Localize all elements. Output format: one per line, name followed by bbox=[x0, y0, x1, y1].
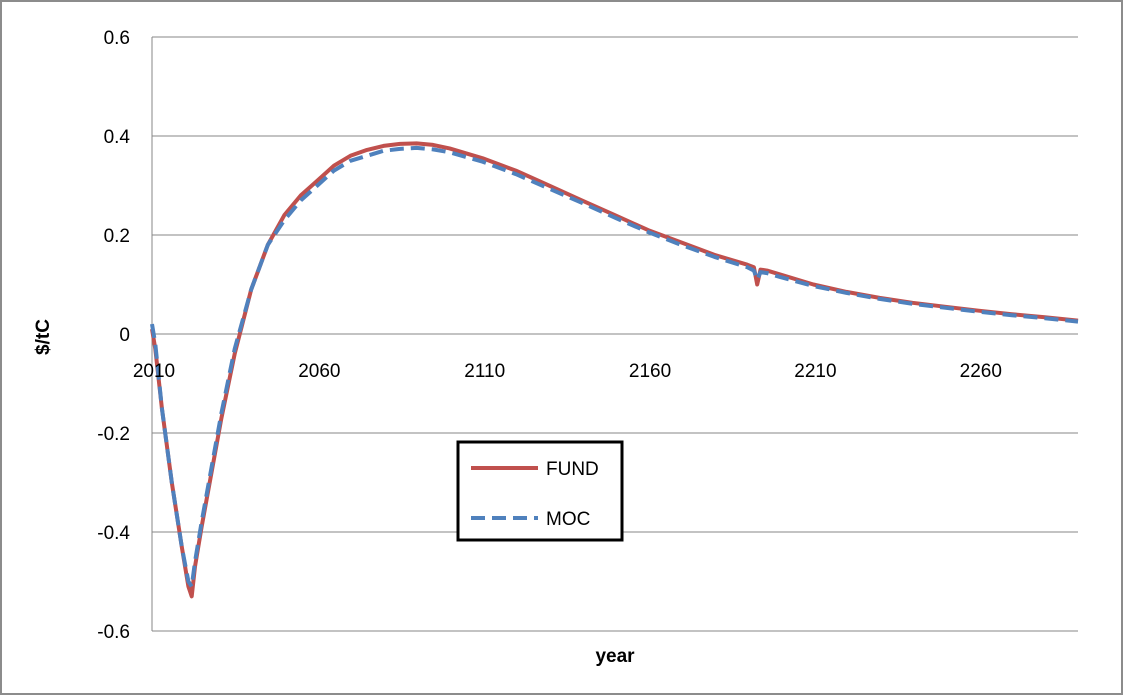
y-tick-label: -0.6 bbox=[97, 622, 130, 643]
y-tick-label: -0.2 bbox=[97, 424, 130, 445]
series-line-moc bbox=[150, 145, 1079, 589]
legend: FUND MOC bbox=[456, 440, 624, 542]
y-tick-label: 0.2 bbox=[104, 226, 130, 247]
y-tick-label: 0.6 bbox=[104, 28, 130, 49]
y-axis-title: $/tC bbox=[33, 319, 54, 355]
x-tick-label: 2010 bbox=[133, 361, 175, 382]
x-axis-title: year bbox=[595, 646, 635, 667]
x-tick-label: 2260 bbox=[960, 361, 1002, 382]
x-tick-label: 2110 bbox=[464, 361, 505, 382]
y-tick-label: 0.4 bbox=[104, 127, 131, 148]
legend-label-fund: FUND bbox=[546, 459, 599, 480]
x-tick-label: 2160 bbox=[629, 361, 671, 382]
y-tick-label: 0 bbox=[119, 325, 130, 346]
gridlines bbox=[151, 36, 1078, 632]
x-tick-label: 2210 bbox=[794, 361, 836, 382]
series-lines bbox=[150, 141, 1079, 599]
y-tick-labels: 0.6 0.4 0.2 0 -0.2 -0.4 -0.6 bbox=[97, 28, 130, 643]
y-tick-label: -0.4 bbox=[97, 523, 130, 544]
x-tick-label: 2060 bbox=[298, 361, 340, 382]
x-tick-labels: 2010 2060 2110 2160 2210 2260 bbox=[133, 361, 1002, 382]
legend-box bbox=[456, 440, 624, 542]
legend-label-moc: MOC bbox=[546, 509, 590, 530]
